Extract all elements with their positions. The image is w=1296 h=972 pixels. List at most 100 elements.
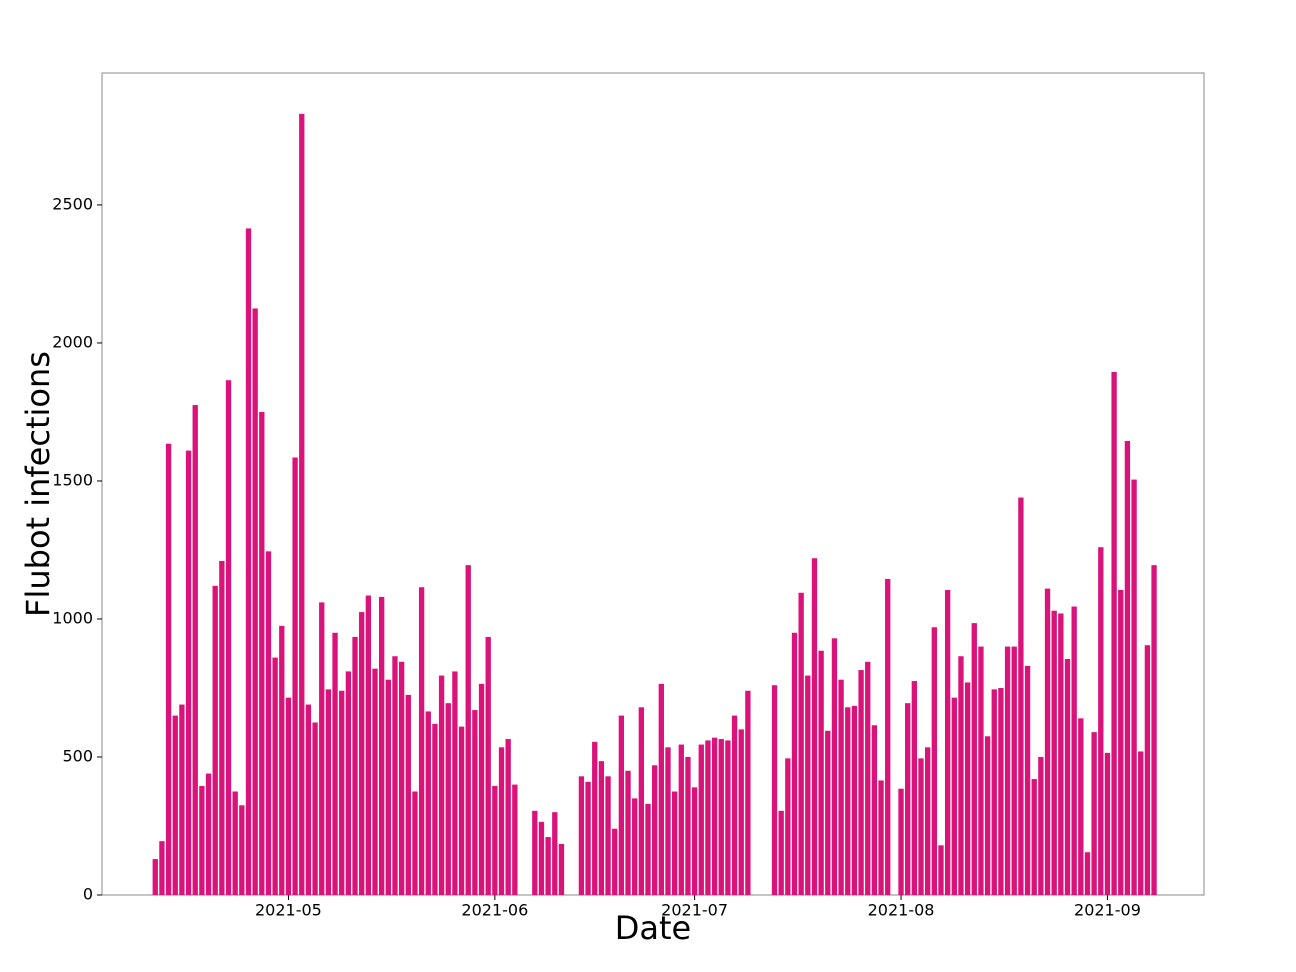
y-tick-label: 2000 [52, 332, 93, 351]
bar [911, 681, 918, 895]
x-tick-label: 2021-09 [1074, 901, 1141, 920]
bar [1004, 646, 1011, 895]
bar [185, 450, 192, 895]
bar [532, 810, 538, 895]
bar [845, 707, 851, 895]
bar [731, 715, 738, 895]
x-tick-label: 2021-06 [461, 901, 528, 920]
bar [978, 646, 984, 895]
bar [618, 715, 625, 895]
bar [405, 694, 411, 895]
bar [265, 551, 272, 895]
bar [1018, 497, 1024, 895]
bar [1024, 665, 1031, 895]
bar [512, 784, 518, 895]
bar [725, 740, 731, 895]
bar [279, 625, 285, 895]
bar [805, 675, 811, 895]
bar [492, 785, 498, 895]
bar [292, 457, 298, 895]
bar [1044, 588, 1051, 895]
bar [705, 740, 711, 895]
bar [538, 821, 545, 895]
bar [691, 787, 698, 895]
bar [1111, 371, 1117, 895]
bar [159, 841, 165, 895]
bar [199, 785, 205, 895]
bar [452, 671, 458, 895]
bar [971, 623, 977, 895]
bar [645, 803, 651, 895]
bar [305, 704, 312, 895]
bar [652, 765, 658, 895]
bar [871, 725, 878, 895]
y-tick-label: 1500 [52, 470, 93, 489]
bar [745, 690, 751, 895]
bar [558, 843, 565, 895]
bar [951, 697, 957, 895]
bar [925, 747, 931, 895]
bar [885, 578, 891, 895]
bar [865, 661, 871, 895]
bar [984, 736, 991, 895]
bar [392, 656, 398, 895]
bar [1031, 779, 1037, 895]
bar [239, 805, 245, 895]
bar [878, 780, 884, 895]
bar [598, 761, 605, 895]
bar [319, 602, 325, 895]
bar [771, 685, 778, 895]
bar [1124, 440, 1131, 895]
bar [312, 722, 318, 895]
bar [1051, 610, 1057, 895]
bar [825, 730, 831, 895]
bar [359, 612, 365, 895]
bar [791, 632, 798, 895]
x-tick-label: 2021-07 [661, 901, 728, 920]
bar [245, 228, 252, 895]
bar [671, 791, 678, 895]
bar [991, 689, 997, 895]
bar [165, 443, 172, 895]
bar [205, 773, 212, 895]
bar [219, 561, 225, 895]
bar [1098, 547, 1104, 895]
bar [1104, 752, 1111, 895]
bar [385, 679, 391, 895]
bar [325, 689, 332, 895]
bar [152, 859, 158, 895]
bar [1131, 479, 1137, 895]
y-tick-label: 1000 [52, 608, 93, 627]
bar [192, 405, 198, 895]
bar [1011, 646, 1017, 895]
bar [938, 845, 944, 895]
bar [345, 671, 352, 895]
bar [418, 587, 425, 895]
y-tick-label: 0 [83, 885, 93, 904]
bar [665, 747, 671, 895]
bar [698, 744, 704, 895]
bar [944, 589, 951, 895]
bar [339, 690, 345, 895]
bar [1151, 565, 1157, 895]
bar [299, 113, 305, 896]
bar [632, 798, 638, 895]
bar [365, 595, 372, 895]
bar [964, 682, 971, 895]
bar [898, 788, 904, 895]
bar [931, 627, 937, 895]
bar [1064, 658, 1071, 895]
bar [232, 791, 238, 895]
bar [465, 565, 471, 895]
bar [678, 744, 684, 895]
bar [485, 636, 491, 895]
bar [545, 837, 551, 895]
bar [259, 411, 265, 895]
bar [851, 705, 858, 895]
bar [445, 703, 451, 895]
bar [818, 650, 824, 895]
bar [438, 675, 445, 895]
bar [398, 661, 405, 895]
